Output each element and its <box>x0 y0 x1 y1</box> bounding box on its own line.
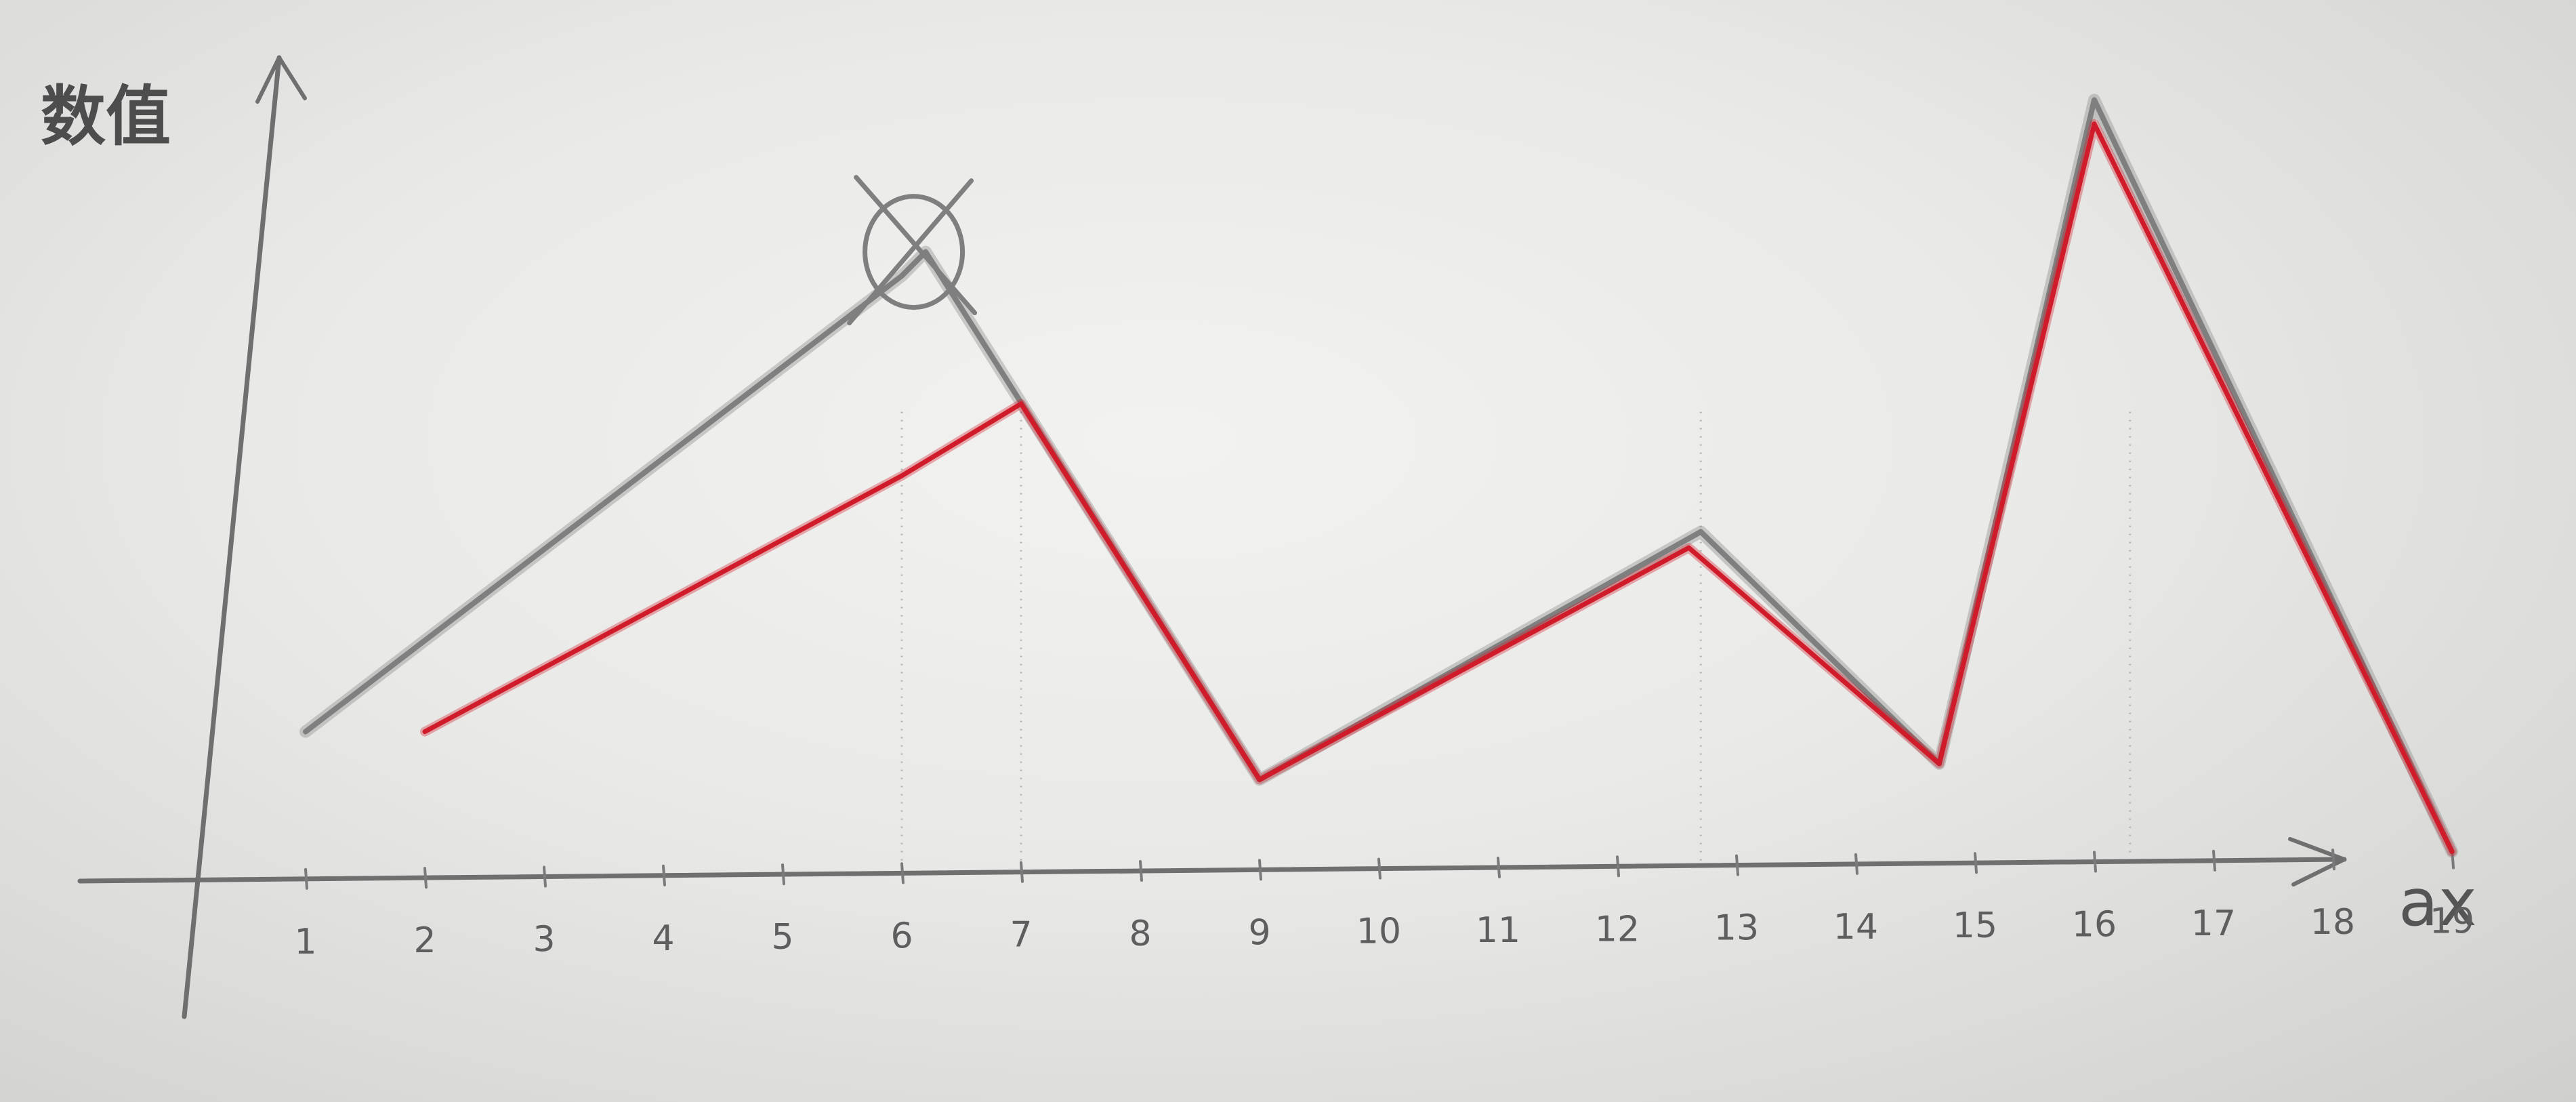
x-tick-label: 4 <box>652 918 674 959</box>
x-tick-label: 1 <box>294 922 316 962</box>
x-tick <box>662 864 666 886</box>
x-tick-label: 7 <box>1010 915 1032 956</box>
series-point <box>1258 777 1262 782</box>
series-point <box>1937 761 1942 766</box>
series-line-red <box>422 121 2455 855</box>
x-tick <box>1258 859 1262 881</box>
x-tick <box>1020 861 1024 883</box>
x-tick-label: 13 <box>1714 908 1759 949</box>
x-tick <box>1974 852 1978 874</box>
series-point <box>304 729 308 734</box>
x-axis-arrowhead <box>2288 837 2346 886</box>
series-point <box>900 274 904 278</box>
x-tick <box>1139 860 1143 882</box>
x-tick <box>781 863 785 886</box>
x-tick <box>423 867 428 889</box>
pencil-guide-lines <box>900 411 2132 874</box>
x-tick-label: 10 <box>1356 912 1401 952</box>
x-tick-label: 6 <box>890 916 913 956</box>
x-tick-label: 2 <box>413 920 436 961</box>
series-point <box>900 474 904 478</box>
x-tick <box>1377 857 1382 880</box>
x-tick-label: 15 <box>1953 905 1997 946</box>
x-tick-label: 11 <box>1476 910 1520 951</box>
x-tick <box>1616 855 1620 878</box>
x-axis <box>77 857 2347 884</box>
x-axis-label: ax <box>2398 865 2477 941</box>
series-point <box>2092 121 2096 126</box>
x-tick <box>304 868 308 890</box>
x-tick <box>543 865 547 888</box>
x-tick-label: 17 <box>2191 903 2236 944</box>
series-point <box>1686 546 1691 550</box>
series-line-shadow <box>299 94 2458 858</box>
x-tick-label: 19 <box>2430 901 2474 941</box>
x-tick-label: 12 <box>1595 909 1640 950</box>
x-tick <box>2212 849 2216 872</box>
y-axis-arrowhead <box>255 56 307 104</box>
series-line-pencil <box>303 97 2455 855</box>
x-tick-label: 3 <box>533 919 555 960</box>
x-tick-label: 16 <box>2072 905 2117 945</box>
y-axis-label: 数值 <box>41 79 171 155</box>
x-tick-label: 8 <box>1129 914 1151 954</box>
series-point <box>1019 401 1023 406</box>
x-tick <box>1497 856 1501 878</box>
x-tick-labels: 1 2 3 4 5 6 7 8 9 10 11 12 13 14 15 16 17 18 19 <box>294 901 2474 962</box>
x-tick <box>2331 849 2335 871</box>
x-ticks <box>304 847 2455 890</box>
x-tick-label: 18 <box>2310 902 2355 943</box>
series-point <box>423 729 427 734</box>
x-tick-label: 5 <box>771 917 793 958</box>
axes <box>77 55 2347 1019</box>
y-axis <box>182 55 282 1019</box>
x-tick <box>1735 854 1739 876</box>
series-point <box>1699 529 1703 534</box>
series-point <box>2450 849 2454 854</box>
series-lines <box>299 94 2458 858</box>
crossed-circle-mark <box>863 194 965 310</box>
annotations <box>847 175 978 326</box>
series-point <box>2092 98 2096 102</box>
x-tick <box>1854 853 1858 875</box>
x-tick <box>2093 851 2097 873</box>
x-tick <box>900 862 905 884</box>
cross-stroke-2 <box>847 178 974 326</box>
x-tick-label: 14 <box>1833 907 1878 947</box>
x-tick-label: 9 <box>1248 912 1270 953</box>
